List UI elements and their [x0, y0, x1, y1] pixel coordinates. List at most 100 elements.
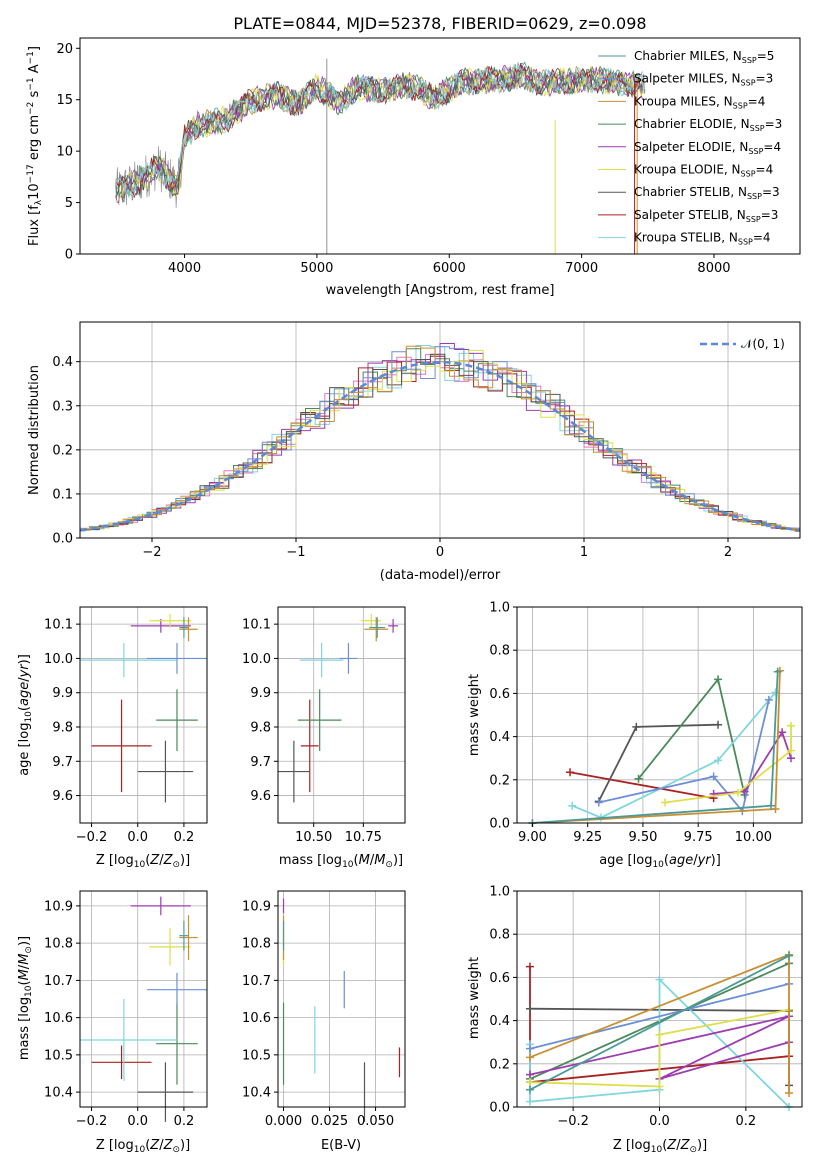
mass-vs-EBV-ytick-label-4: 10.8	[242, 937, 271, 952]
massweight-vs-Z-ytick-label-5: 1.0	[489, 885, 510, 900]
mass-vs-EBV-panel: 0.000 0.025 0.05010.410.510.610.710.810.9 …	[242, 890, 406, 1153]
residuals-ticks: −2 −1 0 1 2 0.0 0.1 0.2 0.3 0.4	[52, 355, 732, 560]
massweight-vs-Z-line-CM	[529, 955, 790, 1091]
residual-histogram-2	[80, 348, 800, 532]
massweight-vs-age-marker-KE-2	[786, 746, 795, 755]
massweight-vs-age-line-SE	[713, 730, 792, 795]
legend-label-SS: Salpeter STELIB, NSSP=3	[634, 208, 778, 224]
massweight-vs-age-marker-SM-3	[764, 695, 773, 704]
age-vs-Z-panel: −0.2 0.0 0.2 9.6 9.7 9.8 9.9 10.0 10.1 Z [log10(…	[17, 606, 208, 870]
massweight-vs-age-xtick-label-4: 10.00	[735, 830, 772, 845]
spectrum-xtick-label-3: 7000	[565, 261, 598, 276]
legend-label-CM: Chabrier MILES, NSSP=5	[634, 49, 774, 65]
residuals-xtick-label-4: 2	[724, 545, 732, 560]
age-vs-mass-ytick-label-4: 10.0	[242, 652, 271, 667]
mass-vs-Z-xtick-label-0: −0.2	[76, 1114, 108, 1129]
mass-vs-EBV-frame	[277, 890, 406, 1108]
model-spectrum-KE	[115, 66, 643, 202]
age-vs-Z-ytick-label-5: 10.1	[44, 618, 73, 633]
age-vs-mass-gridlines	[278, 607, 405, 823]
spectrum-ytick-label-0: 0	[65, 248, 73, 263]
mass-vs-EBV-ytick-label-0: 10.4	[242, 1086, 271, 1101]
spectrum-panel: Chabrier MILES, NSSP=5 Salpeter MILES, NS…	[26, 37, 801, 298]
massweight-vs-age-marker-SM-1	[709, 772, 718, 781]
massweight-vs-age-marks: 9.00 9.25 9.50 9.75 10.00 0.0 0.2 0.4 0.6 0.8 1.0	[489, 601, 803, 845]
massweight-vs-age-ytick-label-4: 0.8	[489, 644, 510, 659]
model-spectrum-CS	[115, 65, 643, 199]
massweight-vs-age-marker-CE-1	[714, 675, 723, 684]
mass-vs-Z-xlabel: Z [log10(Z/Z⊙)]	[96, 1138, 190, 1155]
residuals-ytick-label-3: 0.3	[52, 399, 73, 414]
massweight-vs-Z-marker-CM-0	[525, 1085, 534, 1094]
massweight-vs-age-marker-SE-1	[740, 787, 749, 796]
massweight-vs-age-marker-SE-2	[778, 728, 787, 737]
massweight-vs-age-ytick-label-5: 1.0	[489, 601, 510, 616]
gaussian-curve	[79, 360, 801, 532]
massweight-vs-age-ytick-label-2: 0.4	[489, 730, 510, 745]
legend-label-KS: Kroupa STELIB, NSSP=4	[634, 231, 771, 247]
massweight-vs-Z-ylabel: mass weight	[467, 957, 482, 1039]
mass-vs-Z-errorbars	[80, 896, 207, 1122]
mass-vs-EBV-gridlines	[278, 891, 405, 1107]
mass-vs-Z-ytick-label-4: 10.8	[44, 937, 73, 952]
mass-vs-Z-ytick-label-0: 10.4	[44, 1086, 73, 1101]
age-vs-Z-xtick-label-2: 0.2	[174, 830, 195, 845]
massweight-vs-Z-marker-KE-1	[655, 1082, 664, 1091]
massweight-vs-Z-marker-KM-0	[525, 1053, 534, 1062]
age-vs-Z-frame	[79, 606, 208, 824]
mass-vs-Z-xtick-label-1: 0.0	[127, 1114, 148, 1129]
age-vs-mass-ytick-label-3: 9.9	[250, 686, 271, 701]
massweight-vs-Z-lines	[525, 950, 794, 1111]
mass-vs-EBV-errorbars	[282, 898, 401, 1122]
massweight-vs-age-marker-SE-3	[786, 754, 795, 763]
age-vs-mass-frame	[277, 606, 406, 824]
age-vs-Z-xlabel: Z [log10(Z/Z⊙)]	[96, 853, 190, 870]
massweight-vs-age-marker-SM-0	[594, 798, 603, 807]
massweight-vs-age-marker-KS-0	[568, 801, 577, 810]
age-vs-Z-ytick-label-1: 9.7	[52, 755, 73, 770]
spectrum-xtick-label-1: 5000	[300, 261, 333, 276]
massweight-vs-Z-marker-SS-0	[525, 962, 534, 971]
age-vs-Z-ylabel: age [log10(age/yr)]	[17, 654, 34, 776]
spectrum-xlabel: wavelength [Angstrom, rest frame]	[326, 283, 555, 298]
mass-vs-EBV-xtick-label-2: 0.050	[357, 1114, 394, 1129]
massweight-vs-age-frame	[516, 606, 803, 824]
legend-label-CS: Chabrier STELIB, NSSP=3	[634, 185, 780, 201]
massweight-vs-Z-line-SM	[529, 983, 790, 1050]
age-vs-Z-ytick-label-0: 9.6	[52, 789, 73, 804]
massweight-vs-Z-marks: −0.2 0.0 0.2 0.0 0.2 0.4 0.6 0.8 1.0	[489, 885, 803, 1129]
mass-vs-Z-ytick-label-1: 10.5	[44, 1048, 73, 1063]
massweight-vs-Z-ytick-label-4: 0.8	[489, 928, 510, 943]
massweight-vs-age-xlabel: age [log10(age/yr)]	[599, 853, 721, 870]
age-vs-Z-errorbars	[80, 613, 207, 803]
spectrum-ytick-label-4: 20	[56, 42, 73, 57]
residuals-xlabel: (data-model)/error	[380, 568, 501, 583]
massweight-vs-Z-ytick-label-0: 0.0	[489, 1101, 510, 1116]
massweight-vs-age-marker-CM-1	[767, 801, 776, 810]
age-vs-Z-ytick-label-2: 9.8	[52, 721, 73, 736]
massweight-vs-age-marker-CS-1	[632, 722, 641, 731]
massweight-vs-age-xtick-label-3: 9.75	[684, 830, 713, 845]
mass-vs-Z-ytick-label-5: 10.9	[44, 899, 73, 914]
age-vs-mass-plot-area	[278, 607, 405, 823]
massweight-vs-age-marker-CM-2	[773, 667, 782, 676]
residual-histogram-6	[80, 349, 800, 530]
age-vs-Z-plot-area	[80, 607, 207, 823]
massweight-vs-Z-xtick-label-1: 0.0	[649, 1114, 670, 1129]
massweight-vs-Z-xtick-label-0: −0.2	[557, 1114, 589, 1129]
legend-label-SM: Salpeter MILES, NSSP=3	[634, 72, 773, 88]
mass-vs-EBV-marks: 0.000 0.025 0.050 10.4 10.5 10.6 10.7 10.8 10.9	[242, 890, 406, 1129]
residual-histogram-4	[80, 355, 800, 531]
age-vs-mass-ytick-label-2: 9.8	[250, 721, 271, 736]
mass-vs-Z-panel: −0.2 0.0 0.2 10.4 10.5 10.6 10.7 10.8 10.9 Z [lo…	[17, 890, 208, 1155]
mass-vs-EBV-xtick-label-0: 0.000	[265, 1114, 302, 1129]
spectrum-ticks: 4000 5000 6000 7000 8000 0 5 10 15 20	[56, 42, 730, 276]
massweight-vs-Z-xlabel: Z [log10(Z/Z⊙)]	[613, 1138, 707, 1155]
age-vs-mass-ytick-label-1: 9.7	[250, 755, 271, 770]
massweight-vs-age-ytick-label-1: 0.2	[489, 773, 510, 788]
age-vs-mass-xlabel: mass [log10(M/M⊙)]	[279, 853, 403, 870]
mass-vs-Z-plot-area	[80, 891, 207, 1107]
age-vs-mass-marks: 10.50 10.75 9.6 9.7 9.8 9.9 10.0 10.1	[242, 606, 406, 845]
residuals-xtick-label-1: −1	[286, 545, 305, 560]
